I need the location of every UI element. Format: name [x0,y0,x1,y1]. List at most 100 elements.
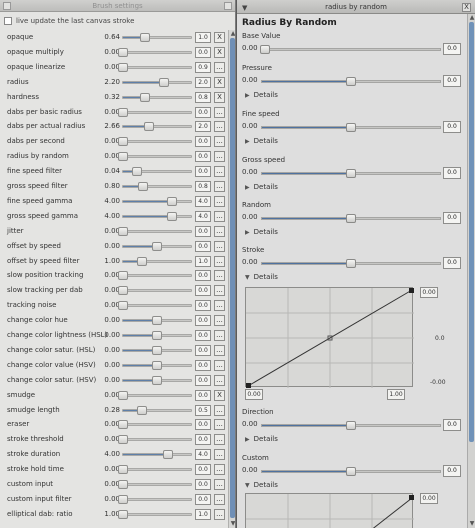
slider-knob[interactable] [158,77,169,87]
setting-entry[interactable]: 0.0 [195,374,211,386]
curve-point-start[interactable] [246,383,251,388]
slider-knob[interactable] [346,259,356,268]
slider-knob[interactable] [152,345,162,355]
edit-curve-button[interactable]: ... [214,374,225,386]
setting-entry[interactable]: 0.8 [195,91,211,103]
slider-knob[interactable] [118,47,128,57]
slider-knob[interactable] [260,45,270,54]
slider-knob[interactable] [139,33,150,42]
edit-curve-button[interactable]: ... [214,508,225,520]
input-slider-row[interactable]: 0.00 0.0 [237,256,465,270]
radius-random-scrollbar[interactable]: ▲ ▼ [467,14,475,528]
slider-knob[interactable] [152,360,162,370]
scroll-down-arrow-icon[interactable]: ▼ [469,520,475,527]
edit-curve-button[interactable]: ... [214,330,225,341]
setting-slider[interactable] [118,286,192,296]
setting-slider[interactable] [118,226,192,236]
edit-curve-button[interactable]: ... [214,449,225,461]
reset-button[interactable]: X [214,46,225,58]
slider-knob[interactable] [346,421,356,430]
input-entry[interactable]: 0.0 [443,419,461,431]
setting-slider[interactable] [122,450,192,460]
setting-entry[interactable]: 0.0 [195,166,211,178]
setting-entry[interactable]: 0.0 [195,46,211,58]
input-slider[interactable] [261,421,441,430]
edit-curve-button[interactable]: ... [214,151,225,163]
slider-knob[interactable] [152,241,162,251]
live-update-checkbox[interactable] [4,17,12,25]
setting-entry[interactable]: 1.0 [195,255,211,267]
slider-knob[interactable] [166,211,177,221]
setting-slider[interactable] [118,435,192,445]
slider-knob[interactable] [166,196,177,206]
slider-knob[interactable] [118,390,128,400]
slider-knob[interactable] [162,450,173,460]
curve-point-mid[interactable] [327,335,333,341]
setting-entry[interactable]: 0.0 [195,225,211,237]
setting-entry[interactable]: 2.0 [195,121,211,133]
input-slider[interactable] [261,214,441,223]
details-expander[interactable]: ▶ Details [245,228,278,236]
scroll-up-arrow-icon[interactable]: ▲ [230,30,236,37]
input-slider[interactable] [261,467,441,476]
curve-right-entry[interactable]: 1.00 [387,389,405,400]
edit-curve-button[interactable]: ... [214,121,225,133]
setting-entry[interactable]: 2.0 [195,76,211,88]
setting-slider[interactable] [118,480,192,489]
edit-curve-button[interactable]: ... [214,479,225,490]
custom-curve-point-end[interactable] [409,495,414,500]
edit-curve-button[interactable]: ... [214,166,225,178]
setting-slider[interactable] [118,271,192,281]
slider-knob[interactable] [118,226,128,236]
slider-knob[interactable] [346,77,356,86]
details-expander[interactable]: ▶ Details [245,183,278,191]
edit-curve-button[interactable]: ... [214,419,225,431]
curve-graph[interactable] [246,288,414,388]
setting-slider[interactable] [122,256,192,266]
setting-entry[interactable]: 4.0 [195,449,211,461]
setting-slider[interactable] [122,33,192,42]
setting-entry[interactable]: 0.0 [195,136,211,148]
setting-slider[interactable] [118,509,192,519]
setting-entry[interactable]: 0.0 [195,315,211,327]
brush-settings-scrollbar[interactable]: ▲ ▼ [228,30,236,528]
edit-curve-button[interactable]: ... [214,195,225,207]
edit-curve-button[interactable]: ... [214,181,225,192]
base-value-entry[interactable]: 0.0 [443,43,461,55]
input-slider[interactable] [261,123,441,132]
setting-slider[interactable] [118,301,192,311]
setting-slider[interactable] [122,92,192,102]
edit-curve-button[interactable]: ... [214,270,225,282]
slider-knob[interactable] [118,107,128,117]
input-entry[interactable]: 0.0 [443,121,461,133]
curve-point-end[interactable] [409,288,414,293]
scroll-up-arrow-icon[interactable]: ▲ [469,14,475,21]
reset-button[interactable]: X [214,76,225,88]
setting-entry[interactable]: 0.0 [195,359,211,371]
slider-knob[interactable] [118,420,128,430]
slider-knob[interactable] [137,256,148,266]
details-expander[interactable]: ▶ Details [245,435,278,443]
custom-curve-editor[interactable] [245,493,414,528]
custom-curve-top-entry[interactable]: 0.00 [420,493,438,504]
setting-slider[interactable] [118,420,192,430]
brush-settings-titlebar[interactable]: Brush settings [0,0,235,12]
setting-slider[interactable] [122,122,192,132]
details-expander[interactable]: ▼ Details [245,481,278,489]
setting-entry[interactable]: 1.0 [195,32,211,43]
edit-curve-button[interactable]: ... [214,61,225,73]
setting-slider[interactable] [118,137,192,147]
slider-knob[interactable] [118,509,128,519]
slider-knob[interactable] [346,123,356,132]
scrollbar-thumb[interactable] [230,38,235,518]
input-entry[interactable]: 0.0 [443,167,461,179]
setting-slider[interactable] [122,77,192,87]
setting-slider[interactable] [122,196,192,206]
reset-button[interactable]: X [214,32,225,43]
edit-curve-button[interactable]: ... [214,300,225,312]
edit-curve-button[interactable]: ... [214,359,225,371]
setting-slider[interactable] [122,360,192,370]
edit-curve-button[interactable]: ... [214,404,225,416]
slider-knob[interactable] [143,122,154,132]
setting-slider[interactable] [118,494,192,504]
